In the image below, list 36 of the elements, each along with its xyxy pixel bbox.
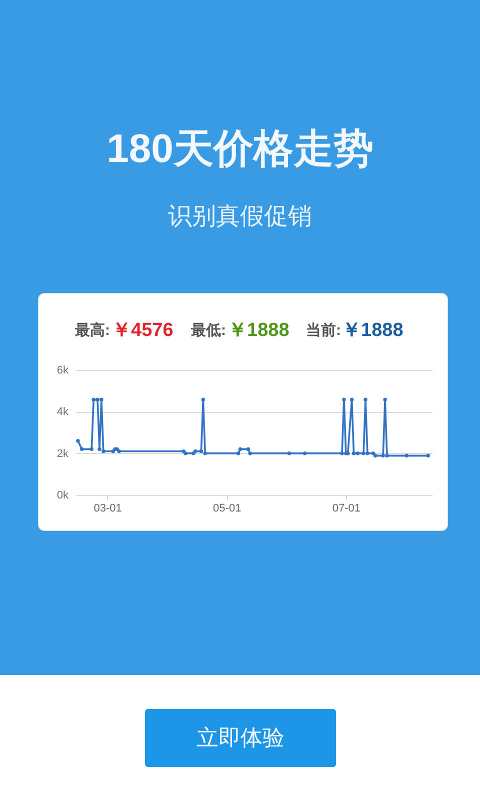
- chart-subtitle: 识别真假促销: [168, 203, 312, 230]
- point: [203, 451, 207, 456]
- point: [373, 454, 378, 458]
- point: [340, 451, 344, 456]
- point: [248, 451, 252, 456]
- point: [362, 451, 366, 456]
- point: [364, 398, 368, 402]
- point: [350, 398, 354, 402]
- text: 最低:￥1888: [190, 320, 290, 341]
- text: 立即体验: [196, 725, 284, 750]
- y-tick-label: 6k: [56, 364, 69, 376]
- x-tick-label: 03-01: [94, 502, 122, 514]
- text: 当前:￥1888: [306, 320, 404, 341]
- point: [352, 451, 356, 456]
- point: [246, 447, 250, 452]
- x-tick-label: 05-01: [213, 502, 242, 514]
- x-tick-label: 07-01: [332, 502, 361, 514]
- point: [199, 449, 204, 454]
- point: [385, 454, 389, 458]
- point: [366, 451, 370, 456]
- point: [356, 451, 360, 456]
- point: [404, 454, 408, 458]
- point: [383, 398, 387, 402]
- point: [287, 451, 292, 456]
- chart-title: 180天价格走势: [106, 127, 374, 171]
- text: 最高:￥4576: [74, 320, 174, 341]
- point: [302, 451, 307, 456]
- point: [381, 454, 385, 458]
- point: [238, 447, 242, 452]
- point: [236, 451, 240, 456]
- point: [201, 398, 206, 402]
- y-tick-label: 0k: [56, 490, 69, 502]
- point: [426, 454, 430, 458]
- y-tick-label: 2k: [56, 448, 69, 460]
- y-tick-label: 4k: [56, 406, 69, 418]
- point: [342, 398, 346, 402]
